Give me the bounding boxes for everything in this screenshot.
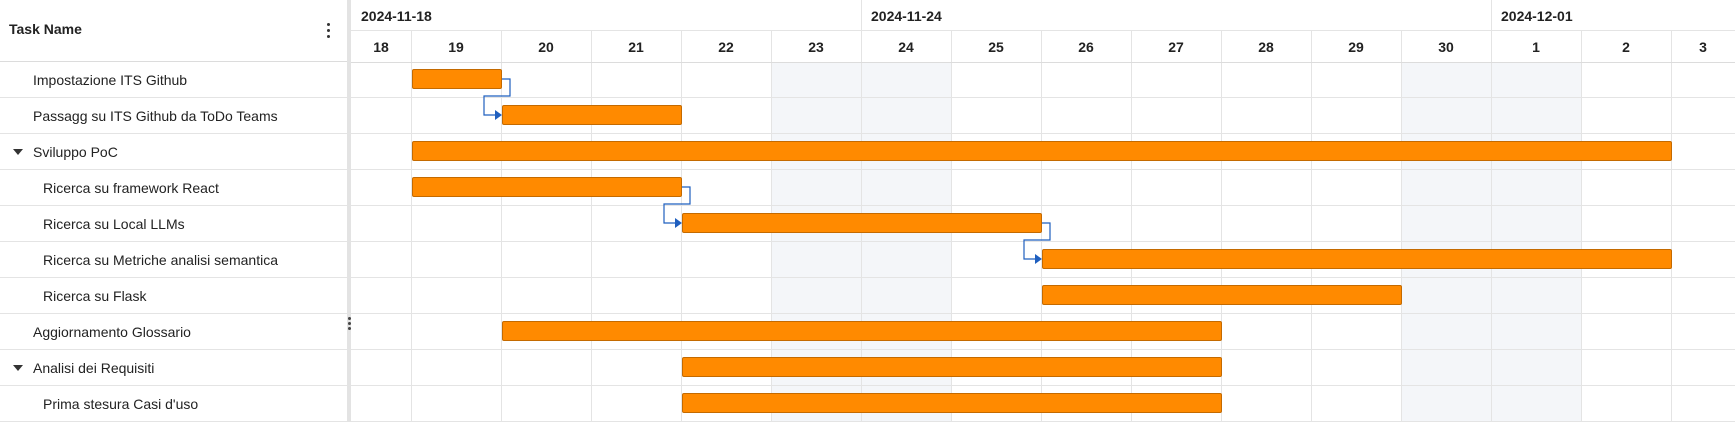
task-row[interactable]: Ricerca su Flask (0, 278, 347, 314)
task-name: Sviluppo PoC (33, 144, 118, 160)
day-label: 19 (448, 39, 464, 55)
task-name: Ricerca su Flask (43, 288, 147, 304)
group-bar[interactable] (412, 141, 1672, 161)
day-label: 22 (718, 39, 734, 55)
task-bar[interactable] (412, 177, 682, 197)
task-grid: Task Name Impostazione ITS Github Passagg… (0, 0, 347, 422)
task-row[interactable]: Analisi dei Requisiti (0, 350, 347, 386)
week-label: 2024-12-01 (1501, 8, 1573, 24)
task-name: Ricerca su Local LLMs (43, 216, 185, 232)
day-label: 30 (1438, 39, 1454, 55)
week-label: 2024-11-18 (361, 8, 432, 24)
task-name: Prima stesura Casi d'uso (43, 396, 199, 412)
day-label: 3 (1699, 39, 1707, 55)
week-label: 2024-11-24 (871, 8, 942, 24)
day-label: 20 (538, 39, 554, 55)
grid-splitter[interactable] (347, 0, 351, 422)
more-vertical-icon[interactable] (322, 20, 336, 42)
task-bar[interactable] (682, 213, 1042, 233)
day-label: 21 (628, 39, 644, 55)
task-row[interactable]: Aggiornamento Glossario (0, 314, 347, 350)
task-row[interactable]: Impostazione ITS Github (0, 62, 347, 98)
day-label: 1 (1532, 39, 1540, 55)
group-bar[interactable] (682, 357, 1222, 377)
task-name: Analisi dei Requisiti (33, 360, 155, 376)
task-bar[interactable] (1042, 249, 1672, 269)
task-row[interactable]: Sviluppo PoC (0, 134, 347, 170)
day-label: 2 (1622, 39, 1630, 55)
resize-handle-icon[interactable] (346, 316, 352, 332)
day-label: 18 (373, 39, 389, 55)
grid-header: Task Name (0, 0, 347, 62)
day-label: 29 (1348, 39, 1364, 55)
weekend-shade (1402, 63, 1491, 422)
task-row[interactable]: Passagg su ITS Github da ToDo Teams (0, 98, 347, 134)
task-bar[interactable] (502, 321, 1222, 341)
task-bar[interactable] (1042, 285, 1402, 305)
day-label: 24 (898, 39, 914, 55)
day-label: 28 (1258, 39, 1274, 55)
task-row[interactable]: Ricerca su Metriche analisi semantica (0, 242, 347, 278)
task-row[interactable]: Ricerca su Local LLMs (0, 206, 347, 242)
caret-down-icon[interactable] (13, 365, 23, 371)
task-bar[interactable] (412, 69, 502, 89)
task-row[interactable]: Ricerca su framework React (0, 170, 347, 206)
task-name: Impostazione ITS Github (33, 72, 188, 88)
weekend-shade (1492, 63, 1581, 422)
day-label: 27 (1168, 39, 1184, 55)
caret-down-icon[interactable] (13, 149, 23, 155)
day-label: 25 (988, 39, 1004, 55)
task-bar[interactable] (682, 393, 1222, 413)
task-row[interactable]: Prima stesura Casi d'uso (0, 386, 347, 422)
task-name: Passagg su ITS Github da ToDo Teams (33, 108, 278, 124)
day-label: 26 (1078, 39, 1094, 55)
day-label: 23 (808, 39, 824, 55)
task-name: Ricerca su Metriche analisi semantica (43, 252, 278, 268)
task-name: Ricerca su framework React (43, 180, 219, 196)
task-bar[interactable] (502, 105, 682, 125)
task-name-column-header[interactable]: Task Name (9, 21, 82, 37)
task-name: Aggiornamento Glossario (33, 324, 191, 340)
timeline-chart: 2024-11-18 2024-11-24 2024-12-01 18 19 20 21 22… (351, 0, 1735, 422)
